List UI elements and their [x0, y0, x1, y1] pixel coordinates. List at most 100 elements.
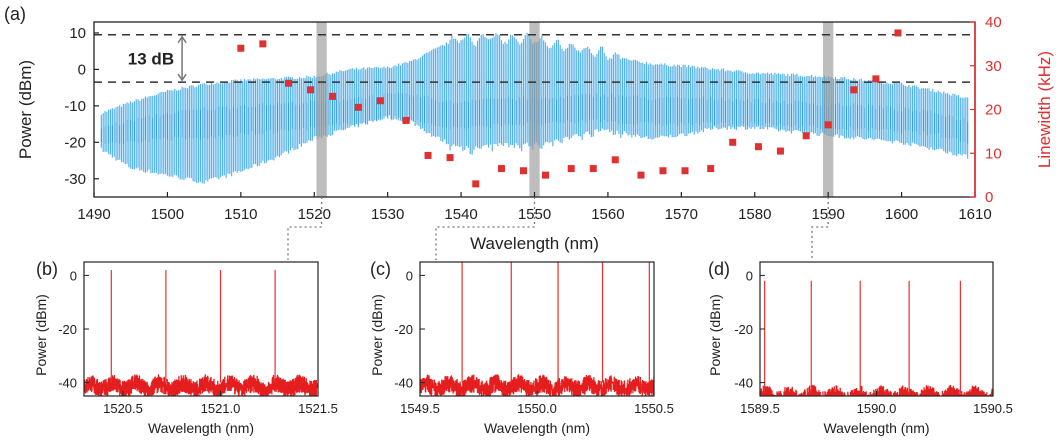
x-tick-label: 1590 [811, 206, 844, 223]
linewidth-point [729, 138, 737, 146]
x-tick-label: 1549.5 [400, 401, 440, 416]
linewidth-point [589, 165, 597, 173]
linewidth-point [850, 86, 858, 94]
x-tick-label: 1550 [518, 206, 551, 223]
y-tick-label: -10 [64, 98, 86, 115]
x-tick-label: 1590.5 [973, 401, 1013, 416]
noise-floor-trace [420, 374, 654, 396]
x-tick-label: 1490 [77, 206, 110, 223]
x-tick-label: 1510 [224, 206, 257, 223]
x-axis-title: Wavelength (nm) [148, 420, 254, 436]
panel-d: 1589.5 1590.0 1590.5 0 -20 -40 Wavelength (nm)… [707, 259, 1013, 436]
linewidth-point [659, 167, 667, 175]
y-tick-label: -30 [64, 171, 86, 188]
panel-a-plot-area [94, 22, 975, 197]
linewidth-point [894, 29, 902, 37]
x-tick-label: 1550.5 [634, 401, 674, 416]
spectrum-core [100, 92, 969, 145]
linewidth-point [497, 165, 505, 173]
panel-b: 1520.5 1521.0 1521.5 0 -20 -40 Wavelength (nm)… [33, 259, 338, 436]
linewidth-point [754, 143, 762, 151]
highlight-band-3 [823, 22, 834, 197]
y-tick-label: 0 [746, 268, 753, 283]
linewidth-point [824, 121, 832, 129]
linewidth-point [307, 86, 315, 94]
linewidth-point [329, 92, 337, 100]
x-tick-label: 1600 [885, 206, 918, 223]
panel-label-c: (c) [370, 259, 391, 279]
y-tick-label: 0 [78, 61, 86, 78]
y-axis-title: Power (dBm) [707, 294, 723, 376]
connector-c [435, 197, 536, 260]
x-tick-label: 1521.0 [201, 401, 241, 416]
linewidth-point [259, 40, 267, 48]
x-tick-label: 1560 [591, 206, 624, 223]
x-tick-label: 1550.0 [517, 401, 557, 416]
x-tick-label: 1520 [298, 206, 331, 223]
panel-label-b: (b) [36, 259, 58, 279]
y-tick-label: -40 [58, 376, 77, 391]
x-tick-label: 1610 [958, 206, 991, 223]
linewidth-point [567, 165, 575, 173]
linewidth-point [872, 75, 880, 83]
y-tick-label: 0 [406, 268, 413, 283]
noise-floor-trace [84, 374, 318, 396]
connector-d [811, 197, 829, 260]
connector-b [287, 197, 323, 260]
x-tick-label: 1521.5 [298, 401, 338, 416]
annotation-13db-label: 13 dB [128, 49, 174, 68]
linewidth-point [519, 167, 527, 175]
panel-d-frame [759, 261, 994, 397]
linewidth-point [376, 97, 384, 105]
linewidth-point [776, 147, 784, 155]
annotation-13db: 13 dB [128, 35, 187, 82]
x-tick-label: 1589.5 [740, 401, 780, 416]
linewidth-point [707, 165, 715, 173]
x-tick-label: 1520.5 [103, 401, 143, 416]
linewidth-point [611, 156, 619, 164]
x-tick-label: 1590.0 [857, 401, 897, 416]
panel-c: 1549.5 1550.0 1550.5 0 -20 -40 Wavelength (nm)… [369, 259, 674, 436]
y-tick-label: -40 [394, 376, 413, 391]
linewidth-point [637, 171, 645, 179]
highlight-band-2 [529, 22, 540, 197]
linewidth-point [472, 180, 480, 188]
y-tick-label: -20 [58, 322, 77, 337]
linewidth-point [446, 154, 454, 162]
y-tick-label: -20 [394, 322, 413, 337]
panel-a: 13 dB 1490 1500 1510 1520 1530 1540 1550 1560 157… [4, 4, 1054, 253]
y-tick-label: -20 [734, 322, 753, 337]
panel-b-frame [83, 261, 319, 397]
linewidth-point [285, 79, 293, 87]
y2-tick-label: 10 [985, 145, 1002, 162]
y-tick-label: 0 [70, 268, 77, 283]
panel-label-a: (a) [4, 4, 26, 24]
y-tick-label: -40 [734, 376, 753, 391]
highlight-band-1 [316, 22, 327, 197]
x-tick-label: 1530 [371, 206, 404, 223]
x-axis-title: Wavelength (nm) [484, 420, 590, 436]
y2-axis-title: Linewidth (kHz) [1035, 51, 1054, 168]
y2-tick-label: 40 [985, 14, 1002, 31]
linewidth-point [681, 167, 689, 175]
y2-tick-label: 20 [985, 102, 1002, 119]
linewidth-point [424, 151, 432, 159]
y-tick-label: -20 [64, 134, 86, 151]
y2-tick-label: 30 [985, 58, 1002, 75]
x-tick-label: 1580 [738, 206, 771, 223]
x-tick-label: 1540 [444, 206, 477, 223]
y-axis-title: Power (dBm) [369, 294, 385, 376]
linewidth-point [402, 116, 410, 124]
y2-tick-label: 0 [985, 189, 993, 206]
panel-label-d: (d) [708, 259, 730, 279]
x-axis-title: Wavelength (nm) [470, 234, 599, 253]
y-axis-title: Power (dBm) [16, 60, 35, 159]
y-axis-title: Power (dBm) [33, 294, 49, 376]
x-axis-title: Wavelength (nm) [823, 420, 929, 436]
linewidth-point [237, 44, 245, 52]
linewidth-point [354, 103, 362, 111]
x-tick-label: 1500 [151, 206, 184, 223]
linewidth-point [542, 171, 550, 179]
x-tick-label: 1570 [665, 206, 698, 223]
